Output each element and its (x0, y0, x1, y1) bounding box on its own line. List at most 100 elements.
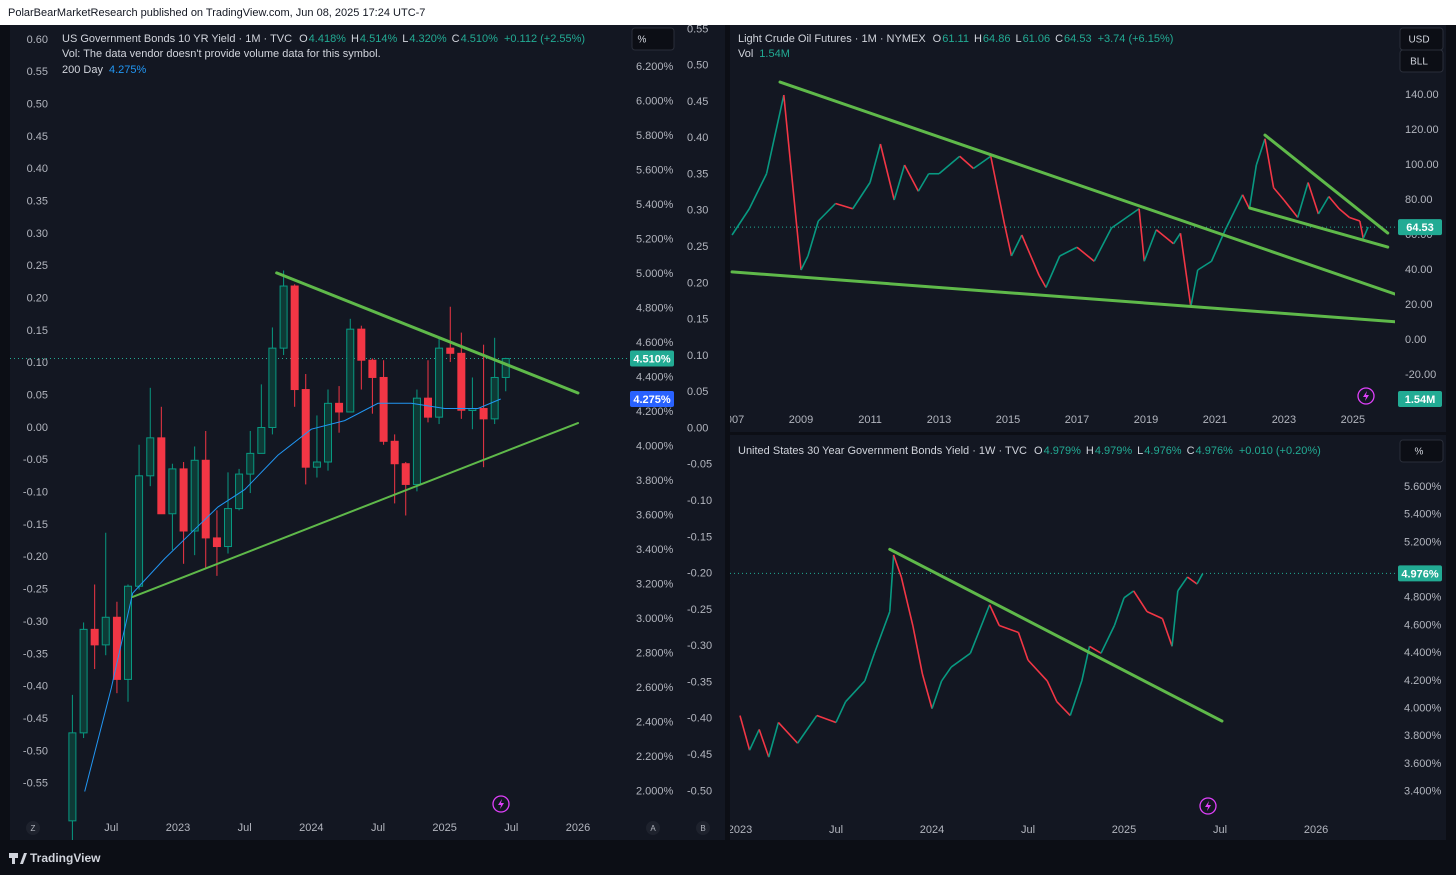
y-tick-label: 0.45 (27, 131, 48, 143)
price-segment (835, 701, 847, 723)
legend-item: L (402, 33, 408, 45)
legend-item: +0.010 (+0.20%) (1239, 445, 1321, 457)
y-tick-label: -0.30 (23, 616, 48, 628)
y-tick-label: -0.10 (23, 487, 48, 499)
scale-button (1399, 49, 1444, 73)
legend-note: Vol: The data vendor doesn't provide vol… (62, 48, 381, 60)
y-tick-label: -0.40 (23, 681, 48, 693)
price-segment (1296, 182, 1309, 218)
trendline (888, 547, 1224, 723)
x-tick-label: Jul (104, 822, 118, 834)
price-segment (1317, 196, 1330, 215)
legend-item: 61.06 (1023, 33, 1051, 45)
y-tick-label: 2.400% (636, 716, 674, 728)
corner-button-label: Z (31, 824, 36, 833)
x-tick-label: 2026 (1304, 824, 1328, 836)
price-segment (998, 624, 1019, 634)
candle-body (224, 508, 232, 548)
y-tick-label: -0.35 (687, 676, 712, 688)
candle-body (124, 585, 132, 680)
y-tick-label: 4.000% (636, 440, 674, 452)
price-segment (1172, 232, 1182, 245)
legend-item: H (351, 33, 359, 45)
scale-button-label: USD (1408, 35, 1429, 46)
y-tick-label: 2.800% (636, 647, 674, 659)
y-tick-label: 120.00 (1405, 124, 1439, 136)
price-segment (765, 94, 785, 174)
price-segment (1056, 701, 1071, 717)
price-segment (864, 652, 876, 682)
price-segment (1307, 182, 1320, 215)
candle-body (179, 468, 188, 532)
price-plate-label: 4.510% (633, 353, 671, 365)
y-tick-label: 3.400% (636, 544, 674, 556)
price-segment (800, 255, 809, 271)
candle-body (212, 537, 221, 548)
y-tick-label: 0.35 (687, 168, 708, 180)
scale-button-label: % (1415, 447, 1424, 458)
x-tick-label: 2025 (1341, 414, 1365, 426)
y-tick-label: 3.600% (1404, 758, 1442, 770)
price-segment (1046, 680, 1058, 703)
legend-item: O (1034, 445, 1043, 457)
volume-plate-label: 1.54M (1405, 394, 1436, 406)
price-segment (1155, 229, 1175, 245)
price-segment (989, 156, 1006, 225)
price-segment (1362, 226, 1369, 239)
price-segment (1190, 269, 1199, 307)
indicator-value: 4.275% (109, 64, 147, 76)
x-tick-label: Jul (504, 822, 518, 834)
legend-item: 4.510% (461, 33, 499, 45)
trendline (131, 422, 579, 598)
price-segment (1010, 234, 1023, 257)
price-segment (892, 554, 903, 578)
x-tick-label: 2024 (920, 824, 944, 836)
alert-icon (1357, 387, 1375, 405)
price-segment (969, 604, 991, 654)
y-tick-label: 0.05 (27, 390, 48, 402)
price-segment (1255, 138, 1266, 166)
panel-frame (10, 25, 725, 840)
y-tick-label: -0.30 (687, 640, 712, 652)
candle-body (312, 461, 321, 468)
indicator-legend: Vol 1.54M (738, 48, 790, 60)
scale-button-label: BLL (1410, 57, 1428, 68)
y-tick-label: 0.60 (27, 34, 48, 46)
candle-body (301, 389, 310, 468)
legend-item: +3.74 (+6.15%) (1098, 33, 1174, 45)
legend-item: H (1086, 445, 1094, 457)
price-segment (959, 155, 975, 170)
y-tick-label: 0.45 (687, 96, 708, 108)
y-tick-label: 5.200% (1404, 536, 1442, 548)
y-tick-label: 0.05 (687, 386, 708, 398)
y-tick-label: 3.200% (636, 578, 674, 590)
price-segment (1283, 199, 1299, 218)
candle-body (412, 397, 421, 485)
price-segment (1272, 187, 1285, 201)
panel-frame (730, 435, 1446, 840)
header-text: PolarBearMarketResearch published on Tra… (8, 7, 425, 19)
legend-item: 4.979% (1095, 445, 1133, 457)
y-tick-label: -0.15 (23, 519, 48, 531)
legend-item: C (1187, 445, 1195, 457)
y-tick-label: 2.600% (636, 682, 674, 694)
y-tick-label: 4.400% (636, 371, 674, 383)
y-tick-label: 0.40 (27, 163, 48, 175)
candle-body (457, 352, 466, 411)
price-segment (1027, 659, 1048, 682)
price-segment (748, 729, 760, 751)
price-segment (768, 722, 780, 758)
price-segment (921, 673, 933, 709)
y-tick-label: 3.600% (636, 509, 674, 521)
y-tick-label: -0.40 (687, 713, 712, 725)
corner-button-label: B (700, 824, 705, 833)
price-segment (1089, 645, 1102, 654)
x-tick-label: 2013 (927, 414, 951, 426)
footer-logo: TradingView (9, 851, 101, 865)
trendline (275, 271, 580, 395)
price-segment (835, 202, 854, 210)
price-segment (1093, 227, 1113, 262)
y-tick-label: 4.800% (636, 302, 674, 314)
x-tick-label: 2023 (728, 824, 752, 836)
price-segment (748, 173, 768, 210)
